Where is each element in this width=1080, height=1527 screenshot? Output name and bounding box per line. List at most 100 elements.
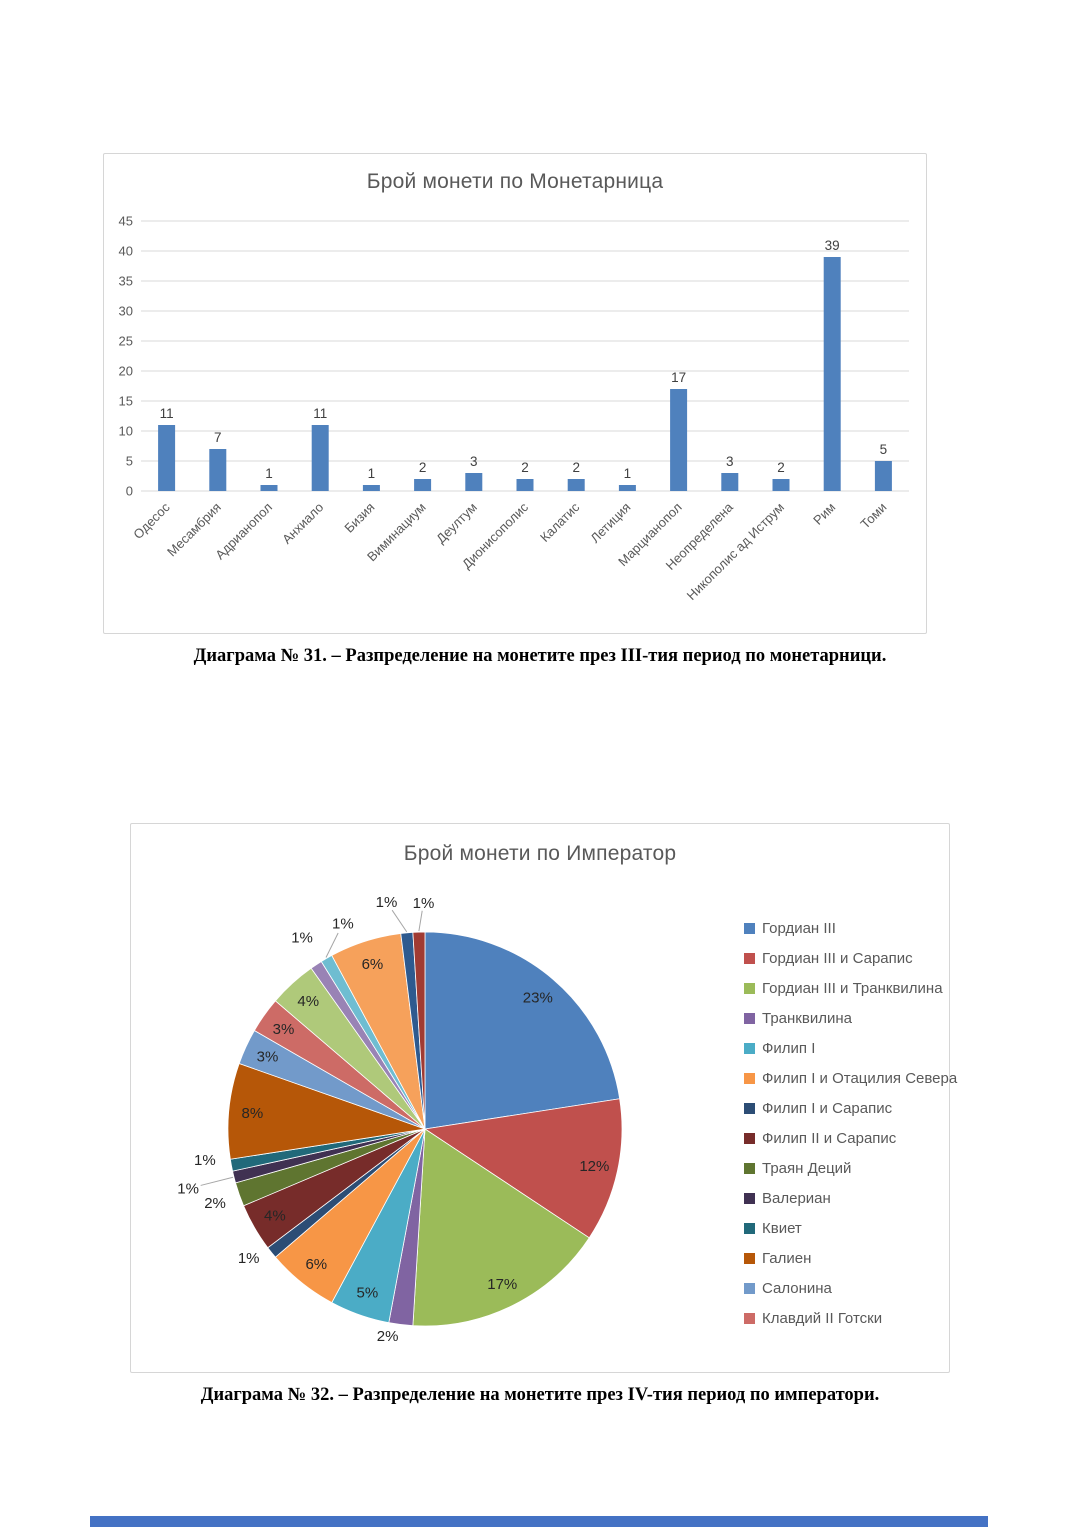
pie-percent-label: 1% [238,1250,260,1267]
legend-swatch [744,1012,755,1024]
pie-percent-label: 5% [357,1285,379,1302]
pie-percent-label: 12% [579,1158,609,1175]
pie-chart-emperors: Брой монети по Император 23% 12% 17% 2% 5% 6%… [130,823,957,1373]
caption-diagram-31: Диаграма № 31. – Разпределение на монети… [193,646,887,666]
x-category-label: Летиция [587,500,633,546]
legend-item: Гордиан III [744,913,957,943]
legend-item: Гордиан III и Сарапис [744,943,957,973]
pie-percent-label: 2% [204,1195,226,1212]
x-category-label: Никополис ад Иструм [684,499,787,602]
bar [874,461,892,491]
legend-swatch [744,1312,755,1324]
bar [618,485,636,491]
label-leader-line [325,932,339,958]
bar-chart-title: Брой монети по Монетарница [366,170,664,193]
legend-item: Клавдий II Готски [744,1303,957,1333]
y-tick-label: 30 [119,304,133,319]
y-tick-label: 5 [126,454,133,469]
legend-label: Филип I и Сарапис [762,1099,893,1117]
bar-value-label: 3 [470,454,478,469]
legend-swatch [744,922,755,934]
pie-percent-label: 23% [523,989,553,1006]
y-tick-label: 10 [119,424,133,439]
bar-value-label: 11 [313,406,327,421]
bar-value-label: 7 [214,430,222,445]
legend-item: Филип I и Отацилия Севера [744,1063,957,1093]
legend-label: Филип I [762,1039,816,1057]
bar [362,485,380,491]
legend-item: Валериан [744,1183,957,1213]
bar-value-label: 17 [671,370,686,385]
legend-item: Галиен [744,1243,957,1273]
legend-label: Салонина [762,1279,832,1297]
legend-label: Траян Деций [762,1159,852,1177]
legend-swatch [744,1132,755,1144]
y-tick-label: 15 [119,394,133,409]
pie-slice [423,1098,623,1239]
bar [465,473,483,491]
x-category-label: Анхиало [279,500,326,547]
legend-item: Квиет [744,1213,957,1243]
y-tick-label: 45 [119,214,133,229]
legend-swatch [744,1222,755,1234]
x-category-label: Рим [810,499,838,527]
y-tick-label: 40 [119,244,133,259]
legend-swatch [744,1072,755,1084]
bar [670,389,688,491]
legend-label: Клавдий II Готски [762,1309,883,1327]
bar-value-label: 39 [825,238,840,253]
pie-percent-label: 4% [264,1208,286,1225]
legend-label: Галиен [762,1249,812,1267]
legend-swatch [744,1282,755,1294]
bar-value-label: 1 [265,466,273,481]
legend-swatch [744,1192,755,1204]
legend-swatch [744,1252,755,1264]
bar [311,425,329,491]
x-category-label: Одесос [130,499,173,542]
legend-label: Квиет [762,1219,802,1237]
legend-label: Гордиан III [762,919,836,937]
y-tick-label: 0 [126,484,133,499]
label-leader-line [200,1176,234,1186]
pie-chart-plot: 23%12%17%2%5%6%1%4%2%1%1%8%3%3%4%1%1%6%1… [177,894,623,1345]
caption-diagram-32: Диаграма № 32. – Разпределение на монети… [200,1385,880,1405]
bar-value-label: 11 [160,406,174,421]
bar-value-label: 2 [521,460,529,475]
y-tick-label: 20 [119,364,133,379]
legend-label: Транквилина [762,1009,852,1027]
bar-value-label: 2 [777,460,785,475]
pie-percent-label: 1% [332,915,354,932]
pie-slice [412,931,426,1130]
pie-slice [424,931,621,1130]
legend-label: Филип I и Отацилия Севера [762,1069,958,1087]
bar-value-label: 3 [726,454,734,469]
pie-slice [227,1063,426,1160]
bar-value-label: 1 [624,466,632,481]
bar-value-label: 2 [419,460,427,475]
pie-legend: Гордиан III Гордиан III и Сарапис Гордиан … [744,913,957,1333]
pie-percent-label: 1% [177,1181,199,1198]
pie-percent-label: 1% [194,1152,216,1169]
legend-item: Гордиан III и Транквилина [744,973,957,1003]
bar-value-label: 2 [572,460,580,475]
next-element-cropped-strip [90,1516,988,1527]
legend-item: Траян Деций [744,1153,957,1183]
label-leader-line [391,909,408,933]
bar-value-label: 1 [368,466,376,481]
y-tick-label: 35 [119,274,133,289]
bar-chart-plot: 05101520253035404511Одесос7Месамбрия1Адр… [119,214,909,603]
bar [209,449,227,491]
bar [414,479,432,491]
label-leader-line [418,910,423,932]
legend-swatch [744,1162,755,1174]
pie-slice [412,1128,590,1327]
x-category-label: Бизия [341,500,377,536]
pie-percent-label: 1% [413,895,435,912]
legend-label: Гордиан III и Транквилина [762,979,943,997]
bar-value-label: 5 [880,442,888,457]
legend-item: Филип II и Сарапис [744,1123,957,1153]
pie-percent-label: 17% [487,1276,517,1293]
pie-percent-label: 6% [362,956,384,973]
bar [772,479,790,491]
pie-percent-label: 3% [273,1021,295,1038]
